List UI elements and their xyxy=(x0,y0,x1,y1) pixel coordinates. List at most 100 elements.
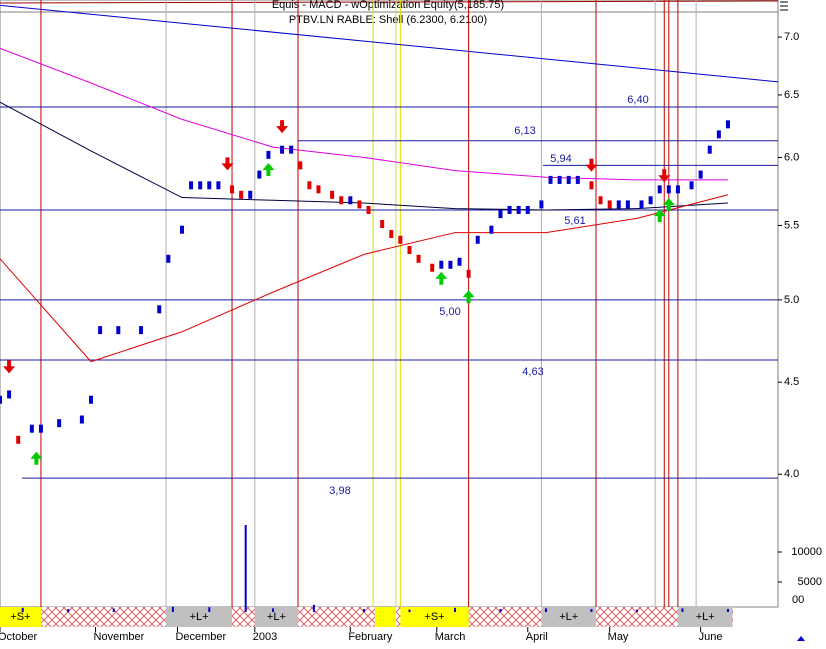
y-tick-label: 4.0 xyxy=(784,468,799,480)
chart-subtitle: PTBV.LN RABLE: Shell (6.2300, 6.2100) xyxy=(289,14,487,26)
price-bar xyxy=(657,185,662,194)
buy-arrow xyxy=(662,198,675,212)
y-tick-label: 7.0 xyxy=(784,31,799,43)
price-bar xyxy=(339,196,344,205)
x-tick-label: November xyxy=(94,631,145,643)
price-bar xyxy=(157,305,162,314)
buy-arrow xyxy=(462,290,475,304)
signal-segment xyxy=(541,607,597,627)
level-label: 6,13 xyxy=(514,125,535,137)
price-bar xyxy=(448,260,453,269)
signal-label: +S+ xyxy=(10,611,30,623)
price-bar xyxy=(525,205,530,214)
price-bar xyxy=(430,263,435,272)
price-bar xyxy=(266,150,271,159)
price-bar xyxy=(57,419,62,428)
price-bar xyxy=(139,326,144,335)
price-bar xyxy=(407,245,412,254)
price-bar xyxy=(348,196,353,205)
scroll-arrow[interactable] xyxy=(797,636,805,641)
x-tick-label: March xyxy=(435,631,466,643)
signal-label: +L+ xyxy=(696,611,715,623)
price-bar xyxy=(489,225,494,234)
price-bar xyxy=(307,181,312,190)
price-bar xyxy=(29,424,34,433)
price-bar xyxy=(498,210,503,219)
price-bar xyxy=(566,175,571,184)
price-bar xyxy=(475,235,480,244)
price-bar xyxy=(239,190,244,199)
price-bar xyxy=(416,254,421,263)
price-bar xyxy=(216,181,221,190)
moving-average xyxy=(0,47,728,181)
price-bar xyxy=(230,185,235,194)
price-bar xyxy=(389,230,394,239)
level-label: 6,40 xyxy=(627,94,648,106)
y2-tick-label: 5000 xyxy=(798,576,822,588)
signal-band xyxy=(0,607,733,627)
price-bar xyxy=(539,200,544,209)
price-bar xyxy=(380,220,385,229)
price-bar xyxy=(0,395,2,404)
sell-arrow xyxy=(276,120,289,134)
price-bar xyxy=(257,170,262,179)
x-tick-label: June xyxy=(699,631,723,643)
level-label: 3,98 xyxy=(329,485,350,497)
signal-segment xyxy=(0,607,41,627)
signal-label: +S+ xyxy=(424,611,444,623)
price-bar xyxy=(79,415,84,424)
price-bar xyxy=(207,181,212,190)
price-bar xyxy=(166,254,171,263)
chart-title: Equis - MACD - wOptimization Equity(5,18… xyxy=(272,0,504,11)
price-bar xyxy=(189,181,194,190)
x-tick-label: 2003 xyxy=(253,631,277,643)
price-bar xyxy=(198,181,203,190)
price-bar xyxy=(707,145,712,154)
price-bar xyxy=(398,235,403,244)
sell-arrow xyxy=(658,169,671,183)
sell-arrow xyxy=(585,158,598,172)
level-label: 5,00 xyxy=(439,306,460,318)
price-bar xyxy=(457,257,462,266)
sell-arrow xyxy=(3,360,16,374)
menu-icon[interactable] xyxy=(780,1,788,11)
corner-label: 00 xyxy=(792,594,804,606)
level-label: 4,63 xyxy=(522,366,543,378)
price-bar xyxy=(698,170,703,179)
signal-segment xyxy=(400,607,469,627)
top-line xyxy=(0,0,779,4)
level-label: 5,61 xyxy=(564,215,585,227)
price-bar xyxy=(507,205,512,214)
signal-segment xyxy=(677,607,733,627)
signal-segment xyxy=(375,607,396,627)
y-tick-label: 6.0 xyxy=(784,151,799,163)
price-bar xyxy=(289,145,294,154)
price-bar xyxy=(88,395,93,404)
price-bar xyxy=(38,424,43,433)
price-bar xyxy=(557,175,562,184)
moving-average xyxy=(0,101,728,211)
price-bar xyxy=(639,200,644,209)
price-bar xyxy=(616,200,621,209)
buy-arrow xyxy=(653,209,666,223)
price-bar xyxy=(607,200,612,209)
x-tick-label: February xyxy=(348,631,393,643)
x-tick-label: October xyxy=(0,631,37,643)
sell-arrow xyxy=(221,157,234,171)
price-bar xyxy=(116,326,121,335)
y-tick-label: 4.5 xyxy=(784,376,799,388)
price-bar xyxy=(16,435,21,444)
buy-arrow xyxy=(30,451,43,465)
price-bar xyxy=(357,200,362,209)
price-bar xyxy=(7,390,12,399)
price-bar xyxy=(366,205,371,214)
y-tick-label: 6.5 xyxy=(784,89,799,101)
x-tick-label: December xyxy=(175,631,226,643)
x-tick-label: April xyxy=(526,631,548,643)
price-bar xyxy=(516,205,521,214)
y-tick-label: 5.5 xyxy=(784,219,799,231)
price-bar xyxy=(575,175,580,184)
price-bar xyxy=(316,185,321,194)
